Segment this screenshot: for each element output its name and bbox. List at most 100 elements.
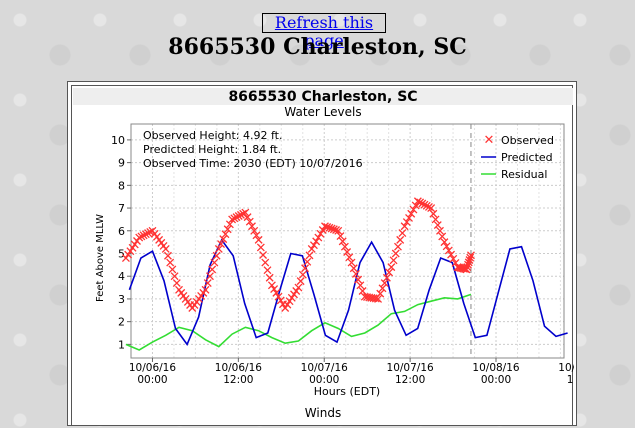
y-tick-label: 3 <box>118 293 125 306</box>
observed-point <box>230 214 239 223</box>
x-tick-label-date: 10/08/16 <box>558 362 574 374</box>
observed-point <box>431 215 440 224</box>
observed-point <box>405 213 413 222</box>
observed-point <box>168 265 177 274</box>
observed-point <box>409 205 418 214</box>
residual-series <box>125 293 472 351</box>
observed-point <box>356 281 365 290</box>
x-tick-label-time: 00:00 <box>481 374 511 386</box>
observed-point <box>245 217 254 226</box>
observed-point <box>259 251 268 259</box>
observed-point <box>464 258 473 267</box>
observed-point <box>462 265 471 274</box>
observed-point <box>303 257 312 266</box>
observed-point <box>201 285 210 294</box>
x-tick-label-date: 10/06/16 <box>215 362 262 374</box>
observed-point <box>442 242 451 251</box>
observed-point <box>270 285 279 294</box>
observed-point <box>217 240 225 248</box>
observed-point <box>139 231 148 240</box>
observed-point <box>225 220 234 229</box>
refresh-page-link[interactable]: Refresh this page <box>262 13 386 50</box>
water-levels-chart: 8665530 Charleston, SC Water Levels 1 2 3 4… <box>73 88 574 420</box>
observed-time-text: Observed Time: 2030 (EDT) 10/07/2016 <box>143 157 363 170</box>
observed-point <box>422 201 431 210</box>
observed-point <box>210 258 219 267</box>
observed-point <box>135 233 144 242</box>
y-tick-label: 6 <box>118 225 125 238</box>
chart-frame: 8665530 Charleston, SC Water Levels 1 2 3 4… <box>67 81 577 426</box>
observed-point <box>391 249 400 258</box>
observed-point <box>389 256 398 265</box>
observed-point <box>374 294 383 303</box>
observed-point <box>447 250 456 259</box>
x-tick-label-time: 00:00 <box>309 374 339 386</box>
observed-point <box>281 304 290 312</box>
observed-point <box>449 254 458 263</box>
observed-point <box>332 226 341 234</box>
chart-title-bar <box>73 88 573 105</box>
observed-point <box>424 202 433 211</box>
observed-point <box>354 275 363 284</box>
observed-point <box>256 243 265 252</box>
observed-point <box>170 272 179 281</box>
observed-point <box>252 231 261 240</box>
observed-point <box>380 279 389 287</box>
observed-point <box>298 270 307 279</box>
observed-point <box>265 273 274 282</box>
observed-point <box>407 209 416 218</box>
observed-point <box>261 258 270 267</box>
observed-point <box>130 240 139 249</box>
observed-height-text: Observed Height: 4.92 ft. <box>143 129 282 142</box>
observed-point <box>126 247 135 256</box>
y-tick-label: 1 <box>118 338 125 351</box>
observed-point <box>212 251 221 260</box>
chart-legend: ✕ Observed Predicted Residual <box>481 133 554 181</box>
residual-line <box>125 293 472 351</box>
observed-point <box>316 229 325 238</box>
observed-point <box>329 225 338 234</box>
observed-point <box>144 229 153 238</box>
x-marker-icon: ✕ <box>484 133 495 148</box>
x-axis-label: Hours (EDT) <box>314 385 380 398</box>
observed-point <box>464 260 472 269</box>
x-tick-label-time: 12:00 <box>223 374 253 386</box>
observed-point <box>427 204 436 213</box>
observed-point <box>327 224 336 233</box>
legend-residual: Residual <box>501 168 547 181</box>
observed-point <box>325 223 334 232</box>
observed-point <box>334 226 343 235</box>
observed-point <box>440 238 449 247</box>
y-tick-label: 2 <box>118 316 125 329</box>
observed-point <box>141 230 150 239</box>
observed-point <box>274 292 283 301</box>
observed-point <box>400 222 409 231</box>
observed-point <box>219 235 228 244</box>
observed-point <box>285 297 294 306</box>
observed-point <box>208 265 217 274</box>
observed-point <box>301 264 310 273</box>
observed-point <box>294 283 303 292</box>
observed-point <box>318 226 327 234</box>
observed-point <box>444 246 453 255</box>
observed-point <box>465 256 474 264</box>
observed-point <box>248 222 256 231</box>
chart-panel: 8665530 Charleston, SC Water Levels 1 2 3 4… <box>71 85 574 425</box>
observed-point <box>223 225 232 234</box>
observed-point <box>338 237 347 246</box>
x-tick-label-date: 10/08/16 <box>472 362 519 374</box>
observed-point <box>411 201 420 210</box>
observed-point <box>263 266 272 275</box>
x-axis: 10/06/1600:0010/06/1612:0010/07/1600:001… <box>129 358 574 386</box>
y-axis: 1 2 3 4 5 6 7 8 9 10 <box>111 134 131 351</box>
observed-point <box>385 268 394 277</box>
predicted-line <box>128 238 568 347</box>
x-tick-label-date: 10/07/16 <box>387 362 434 374</box>
observed-point <box>413 197 422 206</box>
observed-point <box>382 273 391 282</box>
observed-point <box>394 242 402 251</box>
y-tick-label: 5 <box>118 247 125 260</box>
observed-point <box>307 244 316 253</box>
observed-point <box>236 210 245 219</box>
observed-point <box>323 223 332 231</box>
